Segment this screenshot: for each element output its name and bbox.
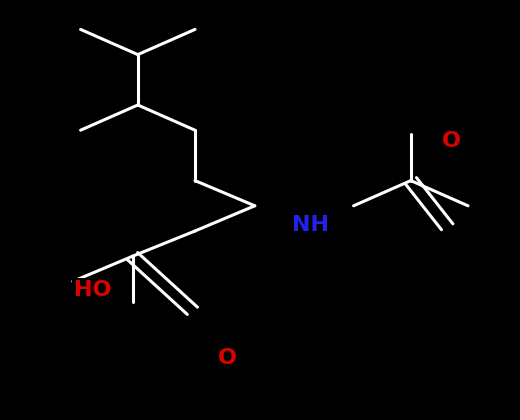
Text: O: O xyxy=(442,131,461,151)
Text: NH: NH xyxy=(292,215,330,235)
Text: O: O xyxy=(218,348,237,368)
Text: HO: HO xyxy=(74,280,111,300)
